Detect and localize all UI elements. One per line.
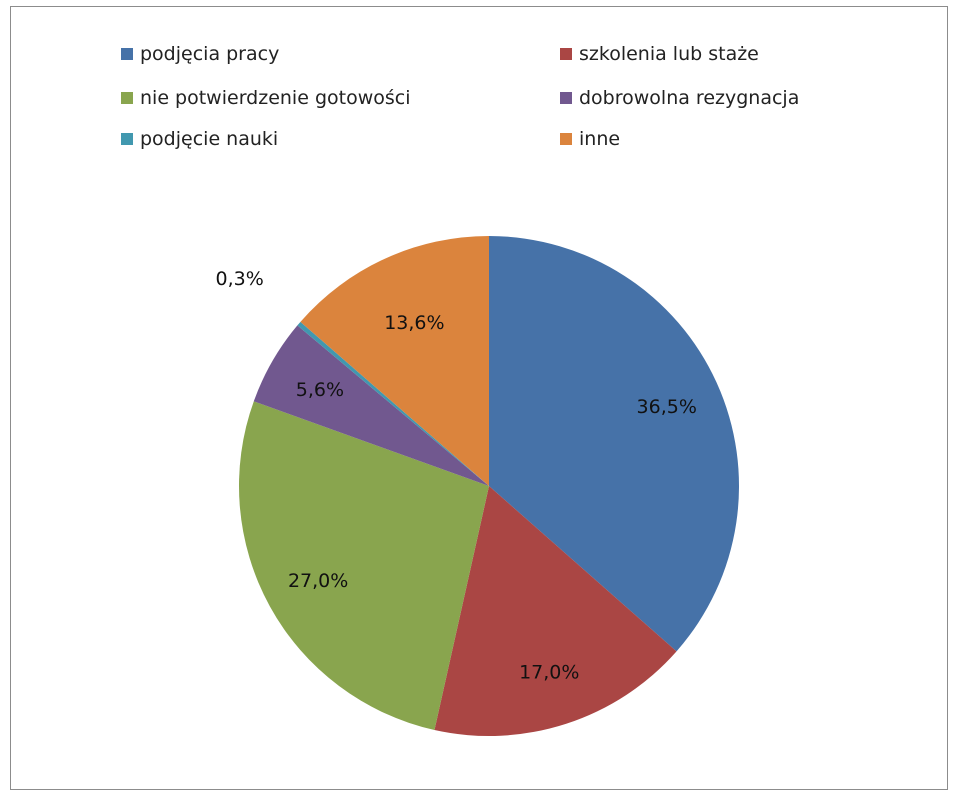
legend-item-dobrowolna-rezygnacja: dobrowolna rezygnacja — [560, 87, 799, 109]
legend-swatch — [560, 48, 572, 60]
legend-label: podjęcie nauki — [140, 128, 279, 150]
legend: podjęcia pracy szkolenia lub staże nie p… — [11, 7, 947, 177]
legend-item-inne: inne — [560, 128, 620, 150]
legend-label: inne — [579, 128, 621, 150]
legend-item-szkolenia: szkolenia lub staże — [560, 43, 759, 65]
pie-slice-szkolenia — [434, 486, 677, 736]
pie-slice-podjecia-pracy — [489, 236, 740, 652]
legend-item-podjecie-nauki: podjęcie nauki — [121, 128, 278, 150]
legend-swatch — [121, 92, 133, 104]
data-label-dobrowolna-rezygnacja: 5,6% — [296, 379, 344, 401]
chart-frame: podjęcia pracy szkolenia lub staże nie p… — [10, 6, 948, 790]
legend-label: dobrowolna rezygnacja — [579, 87, 800, 109]
data-label-szkolenia: 17,0% — [519, 661, 579, 683]
pie-slice-inne — [300, 236, 489, 486]
data-label-nie-potwierdzenie: 27,0% — [288, 570, 348, 592]
data-label-podjecia-pracy: 36,5% — [637, 396, 697, 418]
pie-slice-dobrowolna-rezygnacja — [253, 325, 489, 486]
pie-slice-nie-potwierdzenie — [238, 401, 489, 730]
legend-label: nie potwierdzenie gotowości — [140, 87, 411, 109]
pie-chart: 36,5% 17,0% 27,0% 5,6% 0,3% 13,6% — [216, 236, 740, 736]
legend-label: szkolenia lub staże — [579, 43, 759, 65]
legend-swatch — [121, 48, 133, 60]
legend-item-nie-potwierdzenie: nie potwierdzenie gotowości — [121, 87, 411, 109]
pie-slice-podjecie-nauki — [297, 321, 489, 486]
legend-item-podjecia-pracy: podjęcia pracy — [121, 43, 279, 65]
legend-swatch — [560, 92, 572, 104]
legend-label: podjęcia pracy — [140, 43, 280, 65]
data-label-podjecie-nauki: 0,3% — [216, 268, 264, 290]
legend-swatch — [560, 133, 572, 145]
data-label-inne: 13,6% — [384, 312, 444, 334]
legend-swatch — [121, 133, 133, 145]
